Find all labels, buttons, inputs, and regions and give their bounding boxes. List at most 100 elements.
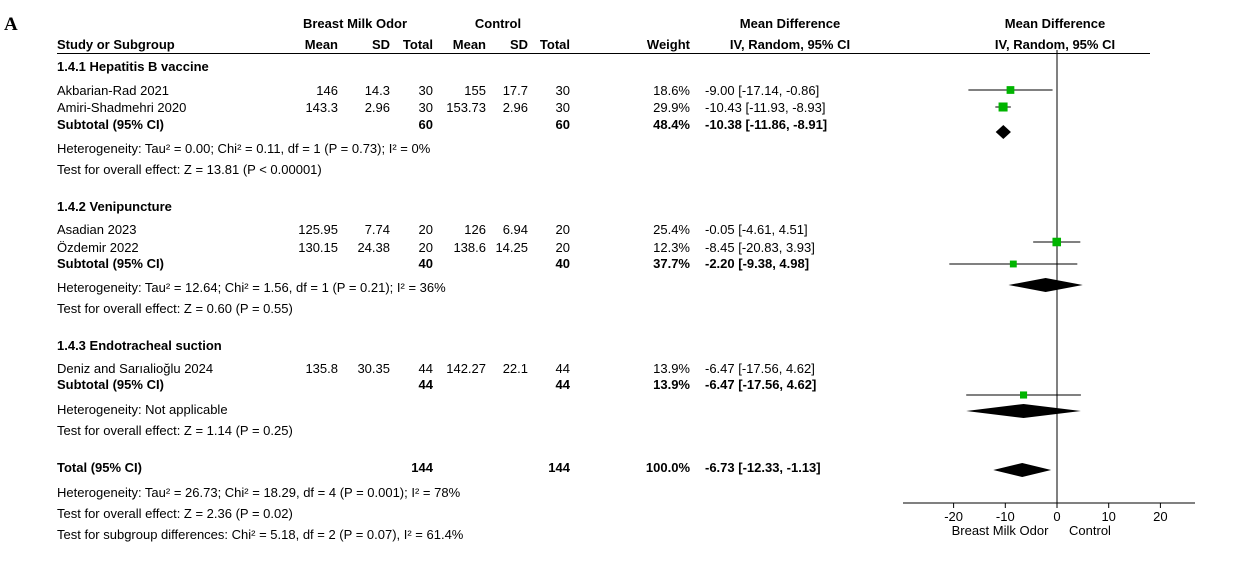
total2-cell: 20 (555, 240, 570, 255)
subtotal-weight: 13.9% (653, 377, 690, 392)
total1-header: Total (402, 37, 433, 52)
mean2-cell: 153.73 (446, 100, 486, 115)
weight-cell: 25.4% (653, 222, 690, 237)
ci-cell: -6.47 [-17.56, 4.62] (705, 361, 815, 376)
total-total1: 144 (411, 460, 433, 475)
study-marker (1009, 260, 1017, 268)
weight-cell: 18.6% (653, 83, 690, 98)
mean2-cell: 126 (464, 222, 486, 237)
ci-cell: -0.05 [-4.61, 4.51] (705, 222, 808, 237)
sd1-cell: 2.96 (364, 100, 390, 115)
effect-header-line2: IV, Random, 95% CI (729, 37, 851, 52)
total2-cell: 30 (555, 100, 570, 115)
weight-cell: 13.9% (653, 361, 690, 376)
overall-effect-text: Test for overall effect: Z = 13.81 (P < … (57, 162, 322, 177)
pooled-diamond (1008, 278, 1083, 292)
subgroup-title: 1.4.3 Endotracheal suction (57, 338, 222, 353)
total1-cell: 30 (418, 100, 433, 115)
study-name: Deniz and Sarıalioğlu 2024 (57, 361, 214, 376)
group1-header: Breast Milk Odor (302, 16, 408, 31)
sd1-cell: 24.38 (357, 240, 390, 255)
pooled-diamond (966, 404, 1081, 418)
study-name: Amiri-Shadmehri 2020 (57, 100, 187, 115)
study-name: Akbarian-Rad 2021 (57, 83, 170, 98)
sd2-cell: 6.94 (502, 222, 528, 237)
study-column-header: Study or Subgroup (57, 37, 175, 52)
subtotal-ci: -6.47 [-17.56, 4.62] (705, 377, 817, 392)
heterogeneity-text: Heterogeneity: Tau² = 12.64; Chi² = 1.56… (57, 280, 446, 295)
subtotal-total2: 60 (555, 117, 570, 132)
mean1-cell: 125.95 (298, 222, 338, 237)
subgroup-differences-text: Test for subgroup differences: Chi² = 5.… (57, 527, 464, 542)
ci-cell: -10.43 [-11.93, -8.93] (705, 100, 826, 115)
favours-right-label: Control (1069, 523, 1111, 538)
total2-cell: 44 (555, 361, 570, 376)
x-axis-tick-label: -10 (996, 509, 1015, 524)
plot-header-line1: Mean Difference (1004, 16, 1106, 31)
subtotal-weight: 48.4% (653, 117, 690, 132)
total1-cell: 30 (418, 83, 433, 98)
study-marker (1052, 237, 1062, 247)
study-name: Asadian 2023 (57, 222, 137, 237)
total-total2: 144 (548, 460, 570, 475)
total1-cell: 20 (418, 240, 433, 255)
mean1-cell: 135.8 (305, 361, 338, 376)
subtotal-label: Subtotal (95% CI) (57, 117, 164, 132)
ci-cell: -8.45 [-20.83, 3.93] (705, 240, 815, 255)
sd2-cell: 2.96 (502, 100, 528, 115)
study-marker (998, 102, 1008, 112)
total2-header: Total (539, 37, 570, 52)
x-axis-tick-label: 0 (1053, 509, 1060, 524)
effect-header-line1: Mean Difference (739, 16, 841, 31)
subtotal-total1: 40 (418, 256, 433, 271)
total1-cell: 44 (418, 361, 433, 376)
sd1-cell: 7.74 (364, 222, 390, 237)
total-heterogeneity-text: Heterogeneity: Tau² = 26.73; Chi² = 18.2… (57, 485, 461, 500)
mean1-cell: 143.3 (305, 100, 338, 115)
sd1-cell: 14.3 (364, 83, 390, 98)
weight-cell: 12.3% (653, 240, 690, 255)
pooled-diamond (995, 125, 1011, 139)
mean2-cell: 155 (464, 83, 486, 98)
x-axis-tick-label: -20 (944, 509, 963, 524)
mean2-cell: 142.27 (446, 361, 486, 376)
group2-header: Control (474, 16, 522, 31)
mean1-cell: 130.15 (298, 240, 338, 255)
subtotal-total1: 44 (418, 377, 433, 392)
sd1-cell: 30.35 (357, 361, 390, 376)
x-axis-tick-label: 20 (1153, 509, 1167, 524)
total-weight: 100.0% (645, 460, 690, 475)
subtotal-label: Subtotal (95% CI) (57, 256, 164, 271)
heterogeneity-text: Heterogeneity: Tau² = 0.00; Chi² = 0.11,… (57, 141, 431, 156)
total1-cell: 20 (418, 222, 433, 237)
x-axis-tick-label: 10 (1101, 509, 1115, 524)
sd2-cell: 17.7 (502, 83, 528, 98)
subtotal-total2: 44 (555, 377, 570, 392)
overall-effect-text: Test for overall effect: Z = 1.14 (P = 0… (57, 423, 293, 438)
weight-cell: 29.9% (653, 100, 690, 115)
plot-header-line2: IV, Random, 95% CI (994, 37, 1116, 52)
study-marker (1019, 391, 1028, 399)
mean2-header: Mean (452, 37, 486, 52)
total2-cell: 20 (555, 222, 570, 237)
subtotal-total1: 60 (418, 117, 433, 132)
sd1-header: SD (371, 37, 390, 52)
mean1-header: Mean (304, 37, 338, 52)
heterogeneity-text: Heterogeneity: Not applicable (57, 402, 228, 417)
subtotal-label: Subtotal (95% CI) (57, 377, 164, 392)
study-marker (1006, 86, 1015, 94)
subgroup-title: 1.4.2 Venipuncture (57, 199, 172, 214)
subgroup-title: 1.4.1 Hepatitis B vaccine (57, 59, 209, 74)
favours-left-label: Breast Milk Odor (952, 523, 1049, 538)
subtotal-ci: -2.20 [-9.38, 4.98] (705, 256, 810, 271)
total-overall-effect-text: Test for overall effect: Z = 2.36 (P = 0… (57, 506, 293, 521)
total-ci: -6.73 [-12.33, -1.13] (705, 460, 821, 475)
subtotal-total2: 40 (555, 256, 570, 271)
pooled-diamond (993, 463, 1052, 477)
ci-cell: -9.00 [-17.14, -0.86] (705, 83, 820, 98)
total2-cell: 30 (555, 83, 570, 98)
mean1-cell: 146 (316, 83, 338, 98)
sd2-header: SD (509, 37, 528, 52)
subtotal-weight: 37.7% (653, 256, 690, 271)
